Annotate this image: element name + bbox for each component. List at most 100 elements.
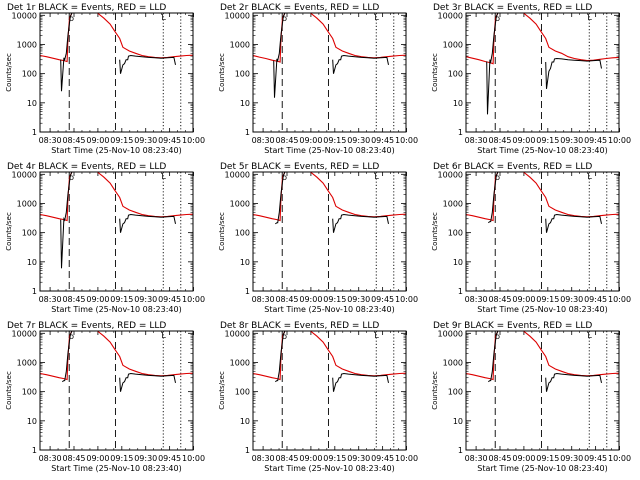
- x-tick-label: 09:00: [512, 136, 535, 145]
- y-tick-label: 1: [458, 287, 463, 296]
- x-tick-label: 09:15: [110, 136, 133, 145]
- y-tick-label: 10000: [225, 329, 250, 338]
- marker-o: o: [495, 332, 500, 341]
- x-tick-label: 09:00: [512, 295, 535, 304]
- y-tick-label: 100: [22, 70, 37, 79]
- panel-title: Det 8r BLACK = Events, RED = LLD: [220, 321, 379, 331]
- y-axis-label: Counts/sec: [5, 371, 13, 410]
- panel-title: Det 5r BLACK = Events, RED = LLD: [220, 162, 379, 172]
- y-axis-label: Counts/sec: [218, 371, 226, 410]
- x-tick-label: 09:45: [158, 136, 181, 145]
- x-tick-label: 10:00: [395, 136, 418, 145]
- panel-title: Det 3r BLACK = Events, RED = LLD: [433, 3, 592, 13]
- plot-frame: [465, 330, 620, 451]
- x-tick-label: 08:30: [252, 295, 275, 304]
- y-axis-label: Counts/sec: [5, 212, 13, 251]
- events-series-line: [60, 172, 73, 269]
- events-series-line: [275, 331, 286, 383]
- x-tick-label: 09:15: [323, 136, 346, 145]
- marker-l: L: [161, 172, 166, 181]
- x-tick-label: 09:00: [299, 454, 322, 463]
- x-tick-label: 08:45: [275, 136, 298, 145]
- marker-o: o: [69, 332, 74, 341]
- y-tick-label: 1: [32, 287, 37, 296]
- y-tick-label: 100: [22, 229, 37, 238]
- y-tick-label: 1000: [230, 199, 250, 208]
- y-tick-label: 100: [448, 388, 463, 397]
- y-tick-label: 10000: [12, 11, 37, 20]
- x-tick-label: 09:15: [110, 454, 133, 463]
- y-tick-label: 10000: [12, 329, 37, 338]
- x-tick-label: 08:30: [465, 136, 488, 145]
- x-tick-label: 10:00: [182, 454, 205, 463]
- events-series-line: [545, 57, 602, 89]
- panel-title: Det 2r BLACK = Events, RED = LLD: [220, 3, 379, 13]
- x-tick-label: 09:30: [134, 295, 157, 304]
- y-tick-label: 10: [453, 417, 463, 426]
- y-tick-label: 1: [245, 446, 250, 455]
- detector-panel: Det 2r BLACK = Events, RED = LLD 1 10 100 10…: [218, 3, 418, 155]
- x-tick-label: 09:00: [86, 136, 109, 145]
- detector-panel: Det 3r BLACK = Events, RED = LLD 1 10 100 10…: [431, 3, 631, 155]
- x-tick-label: 09:00: [299, 295, 322, 304]
- marker-l: L: [374, 172, 379, 181]
- y-tick-label: 1: [458, 446, 463, 455]
- y-tick-label: 1000: [17, 199, 37, 208]
- x-tick-label: 09:15: [323, 295, 346, 304]
- x-tick-label: 08:45: [62, 136, 85, 145]
- y-tick-label: 10: [453, 99, 463, 108]
- x-tick-label: 08:45: [488, 454, 511, 463]
- marker-l: L: [587, 13, 592, 22]
- plot-frame: [465, 171, 620, 292]
- marker-o: o: [69, 14, 74, 23]
- y-tick-label: 10000: [225, 11, 250, 20]
- x-tick-label: 09:15: [323, 454, 346, 463]
- panel-title: Det 7r BLACK = Events, RED = LLD: [7, 321, 166, 331]
- marker-o: o: [282, 173, 287, 182]
- lld-series-line: [40, 331, 193, 381]
- events-series-line: [119, 213, 176, 233]
- marker-o: o: [282, 332, 287, 341]
- lld-series-line: [466, 13, 619, 65]
- detector-panel: Det 9r BLACK = Events, RED = LLD 1 10 100 10…: [431, 321, 631, 473]
- events-series-line: [488, 331, 499, 383]
- x-axis-label: Start Time (25-Nov-10 08:23:40): [264, 146, 394, 155]
- x-tick-label: 10:00: [608, 454, 631, 463]
- events-series-line: [545, 372, 602, 392]
- detector-panel: Det 4r BLACK = Events, RED = LLD 1 10 100 10…: [5, 162, 205, 314]
- x-tick-label: 09:15: [110, 295, 133, 304]
- x-tick-label: 09:30: [560, 136, 583, 145]
- x-tick-label: 09:45: [371, 295, 394, 304]
- plot-frame: [39, 330, 194, 451]
- x-tick-label: 08:45: [275, 454, 298, 463]
- plot-frame: [252, 171, 407, 292]
- lld-series-line: [253, 13, 406, 63]
- y-axis-label: Counts/sec: [5, 53, 13, 92]
- x-tick-label: 10:00: [608, 136, 631, 145]
- y-tick-label: 10: [240, 417, 250, 426]
- lld-series-line: [253, 172, 406, 222]
- x-tick-label: 10:00: [182, 136, 205, 145]
- y-tick-label: 1000: [443, 199, 463, 208]
- y-tick-label: 1: [245, 287, 250, 296]
- lld-series-line: [466, 172, 619, 222]
- lld-series-line: [253, 331, 406, 381]
- marker-l: L: [587, 172, 592, 181]
- y-axis-label: Counts/sec: [431, 53, 439, 92]
- x-tick-label: 10:00: [395, 295, 418, 304]
- y-tick-label: 1000: [443, 358, 463, 367]
- x-tick-label: 08:45: [488, 136, 511, 145]
- x-tick-label: 09:45: [584, 136, 607, 145]
- x-tick-label: 09:15: [536, 454, 559, 463]
- marker-o: o: [69, 173, 74, 182]
- x-tick-label: 09:30: [134, 136, 157, 145]
- panel-title: Det 4r BLACK = Events, RED = LLD: [7, 162, 166, 172]
- lld-series-line: [40, 172, 193, 222]
- y-tick-label: 10: [240, 99, 250, 108]
- x-axis-label: Start Time (25-Nov-10 08:23:40): [264, 305, 394, 314]
- plot-frame: [39, 12, 194, 133]
- events-series-line: [62, 331, 73, 383]
- x-axis-label: Start Time (25-Nov-10 08:23:40): [477, 146, 607, 155]
- x-tick-label: 09:30: [347, 136, 370, 145]
